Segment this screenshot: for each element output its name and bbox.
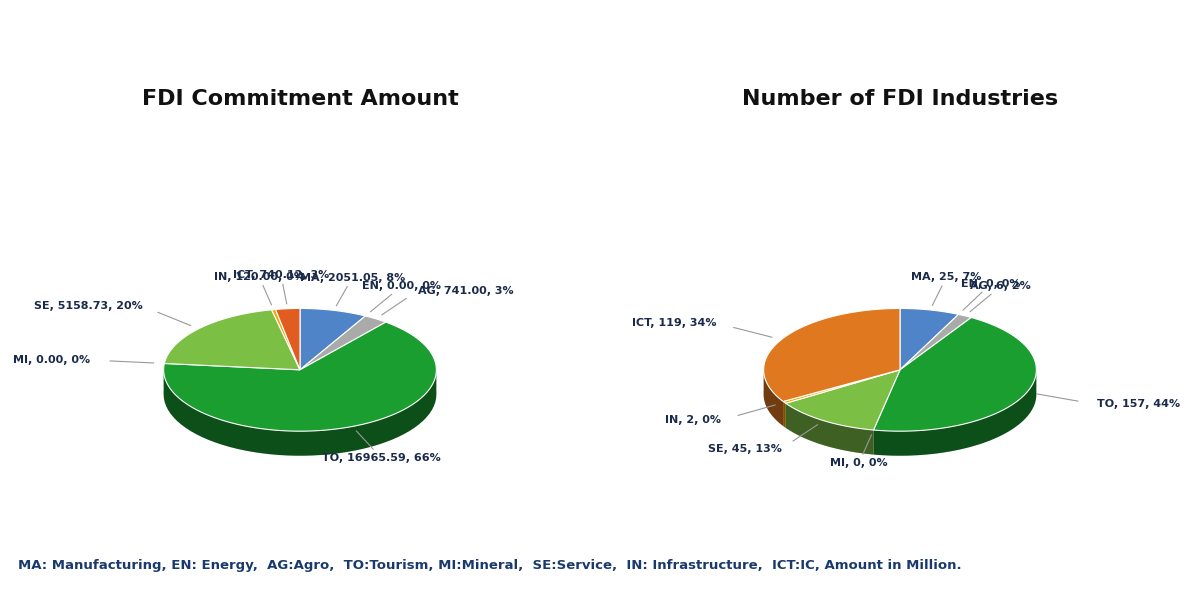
Text: MI, 0.00, 0%: MI, 0.00, 0% (13, 355, 90, 365)
Polygon shape (300, 308, 365, 370)
Polygon shape (900, 308, 959, 370)
Text: SE, 45, 13%: SE, 45, 13% (708, 443, 781, 454)
Polygon shape (784, 370, 900, 403)
Text: SE, 5158.73, 20%: SE, 5158.73, 20% (34, 301, 143, 311)
Text: FDI Commitment Amount: FDI Commitment Amount (142, 89, 458, 109)
Text: MA, 2051.05, 8%: MA, 2051.05, 8% (300, 272, 404, 283)
Polygon shape (786, 403, 874, 455)
Text: ICT, 740.12, 3%: ICT, 740.12, 3% (233, 270, 329, 280)
Polygon shape (900, 314, 971, 370)
Polygon shape (164, 310, 300, 370)
Polygon shape (784, 401, 786, 428)
Polygon shape (276, 308, 300, 370)
Polygon shape (163, 322, 437, 431)
Ellipse shape (163, 333, 437, 456)
Ellipse shape (763, 333, 1037, 456)
Text: TO, 16965.59, 66%: TO, 16965.59, 66% (322, 452, 440, 463)
Polygon shape (300, 316, 386, 370)
Polygon shape (163, 370, 437, 455)
Text: FDI Commitments in Six Months of 2024/25: FDI Commitments in Six Months of 2024/25 (126, 20, 1074, 58)
Text: Number of FDI Industries: Number of FDI Industries (742, 89, 1058, 109)
Polygon shape (763, 308, 900, 401)
Polygon shape (786, 370, 900, 430)
Text: EN, 0, 0%: EN, 0, 0% (961, 279, 1020, 289)
Text: EN, 0.00, 0%: EN, 0.00, 0% (362, 281, 440, 292)
Text: AG, 6, 2%: AG, 6, 2% (971, 281, 1031, 291)
Text: IN, 2, 0%: IN, 2, 0% (665, 415, 721, 425)
Text: ICT, 119, 34%: ICT, 119, 34% (631, 318, 716, 328)
Text: IN, 120.00, 0%: IN, 120.00, 0% (214, 272, 305, 281)
Text: MA: Manufacturing, EN: Energy,  AG:Agro,  TO:Tourism, MI:Mineral,  SE:Service,  : MA: Manufacturing, EN: Energy, AG:Agro, … (18, 559, 961, 572)
Polygon shape (763, 370, 784, 426)
Polygon shape (874, 317, 1037, 431)
Text: AG, 741.00, 3%: AG, 741.00, 3% (418, 286, 514, 296)
Text: MI, 0, 0%: MI, 0, 0% (830, 458, 888, 468)
Polygon shape (874, 370, 1037, 456)
Polygon shape (271, 310, 300, 370)
Text: TO, 157, 44%: TO, 157, 44% (1097, 400, 1180, 409)
Text: MA, 25, 7%: MA, 25, 7% (911, 272, 982, 282)
